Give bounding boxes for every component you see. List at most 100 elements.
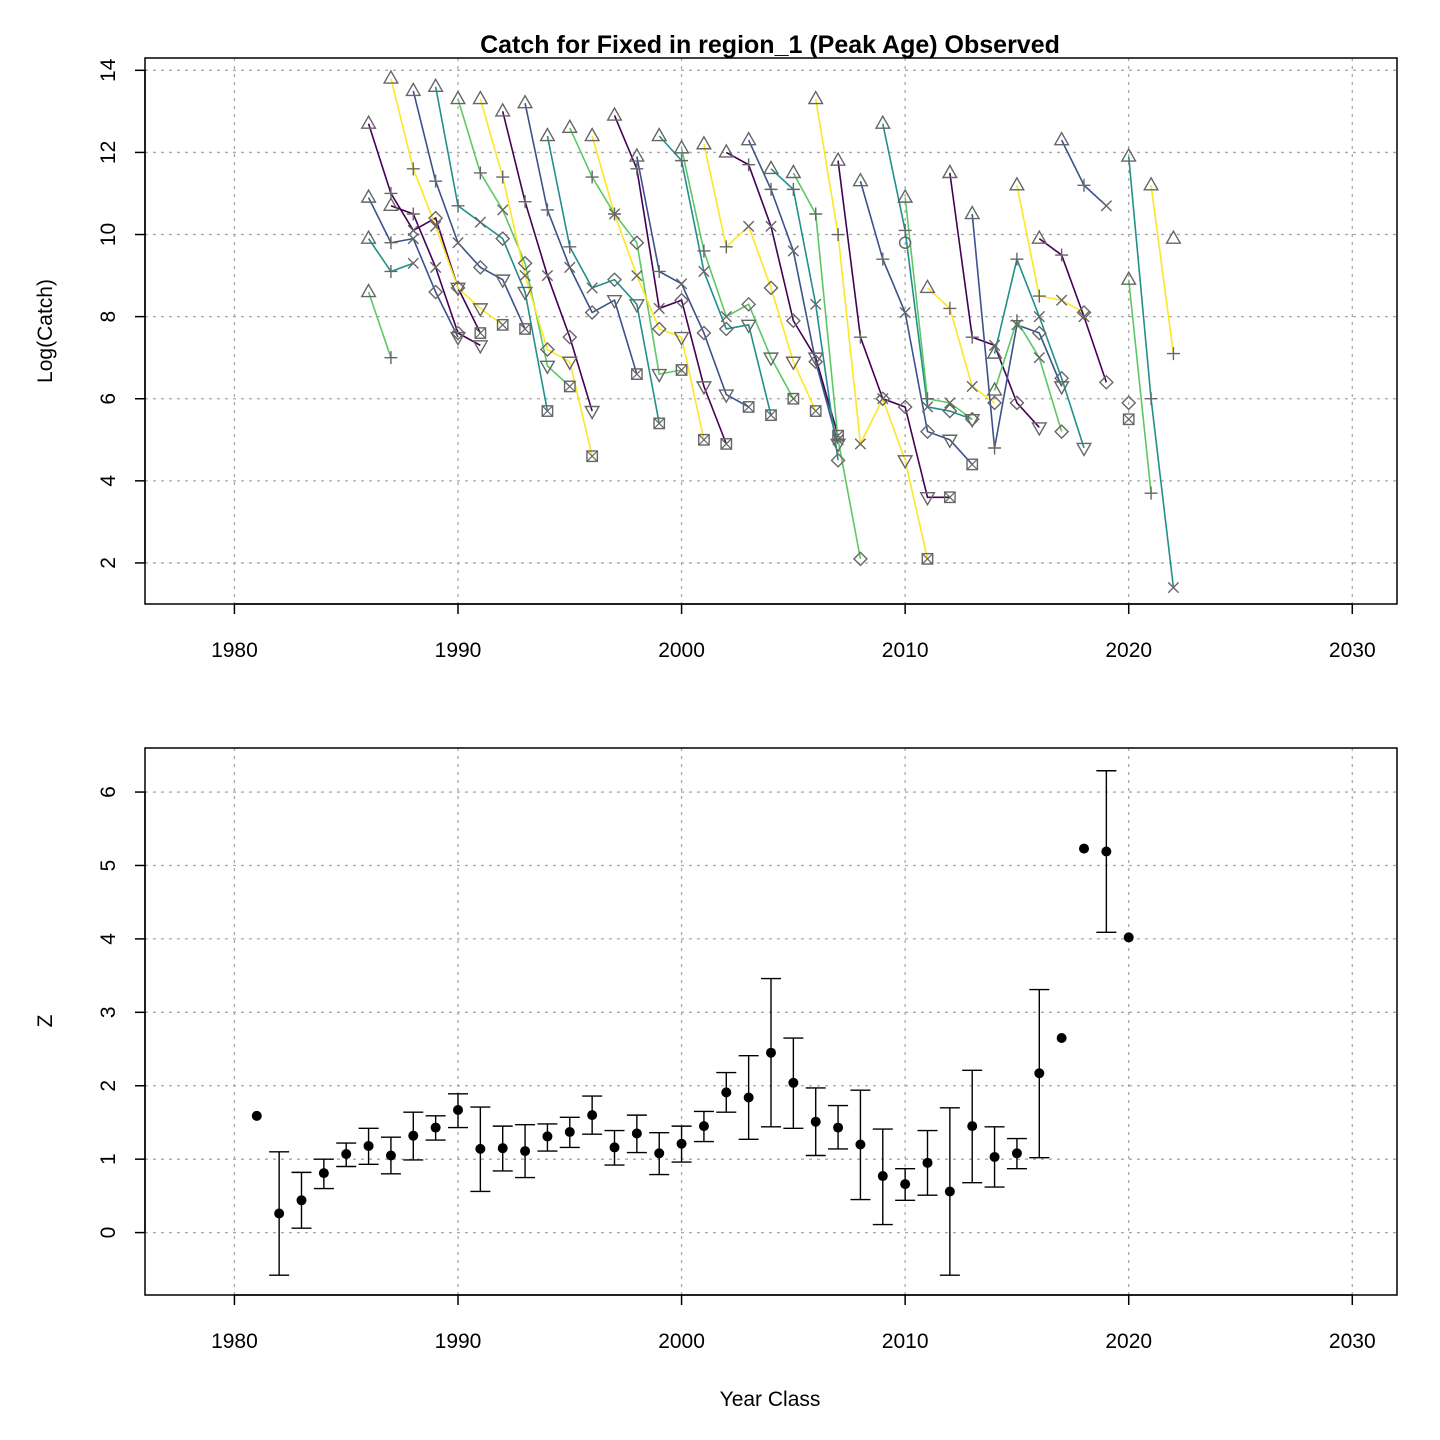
catch-point [384,351,398,365]
catch-point [853,330,867,344]
catch-point [696,325,712,341]
catch-point [919,279,936,294]
catch-point [1033,310,1045,323]
catch-point [630,162,644,176]
top-y-tick-label: 6 [97,393,120,405]
bottom-x-axis: 1980 1990 2000 2010 2020 2030 [211,1294,1376,1353]
catch-point [787,392,800,405]
catch-point [1031,229,1048,244]
z-point [1079,843,1089,854]
catch-point [830,151,847,166]
catch-point [429,174,443,188]
catch-point [382,196,399,212]
bottom-y-tick-label: 2 [97,1080,120,1092]
z-point [788,1077,799,1088]
z-point [676,1138,687,1149]
bottom-y-axis-label: Z [34,1014,57,1027]
z-point [631,1128,642,1139]
catch-point [561,118,578,134]
catch-point [941,164,958,179]
z-point [1056,1033,1067,1044]
catch-point [1010,314,1024,328]
catch-point [1121,395,1137,411]
catch-point [787,245,800,257]
top-y-axis-label: Log(Catch) [34,279,57,383]
catch-point [673,331,690,347]
catch-point [651,368,668,383]
catch-point [1098,374,1114,390]
catch-point [586,450,599,463]
catch-point [697,244,711,258]
catch-series-line [770,168,839,461]
catch-series-line [367,291,392,358]
catch-point [539,127,556,142]
catch-point [899,306,911,319]
catch-point [1078,310,1090,323]
catch-point [606,106,623,121]
catch-point [630,368,643,381]
bottom-y-tick-label: 1 [97,1153,120,1165]
catch-point [765,220,777,233]
catch-point [519,269,531,282]
catch-point [941,434,958,449]
catch-series-line [837,160,950,499]
catch-point [584,127,601,142]
z-point [363,1140,374,1151]
bottom-error-bars [269,770,1117,1276]
catch-point [360,114,377,129]
catch-series-line [904,197,973,420]
z-point [743,1092,754,1103]
z-point [475,1143,486,1154]
catch-point [1054,370,1070,386]
z-point [721,1087,732,1098]
catch-point [584,305,600,321]
catch-point [586,282,598,294]
z-point [944,1186,955,1197]
catch-point [607,272,622,288]
catch-point [785,313,801,329]
top-y-axis: 2 4 6 8 10 12 14 [97,58,146,569]
bottom-x-tick-label: 2030 [1329,1330,1376,1353]
catch-point [1122,413,1135,426]
catch-point [360,188,377,203]
catch-point [652,264,666,278]
catch-point [742,158,756,172]
z-point [877,1171,888,1182]
catch-point [496,318,509,331]
z-point [698,1121,709,1132]
catch-point [809,207,823,221]
catch-point [1032,289,1046,303]
catch-point [473,166,487,180]
catch-point [921,392,934,406]
catch-point [720,310,732,323]
catch-point [450,280,466,296]
catch-point [494,274,511,289]
z-point [251,1110,262,1121]
catch-point [541,269,554,282]
catch-point [1010,252,1024,266]
catch-point [1031,422,1048,437]
catch-series-line [725,151,839,436]
catch-point [628,299,645,314]
catch-point [1033,351,1045,364]
catch-point [427,77,444,92]
catch-point [1031,325,1047,341]
z-point [900,1179,911,1190]
z-point [430,1122,441,1133]
catch-point [807,90,824,105]
catch-point [898,236,912,249]
catch-series-line [993,256,1085,449]
catch-point [944,397,956,409]
bottom-x-tick-label: 2010 [882,1330,929,1353]
catch-series-line [658,135,772,416]
catch-point [674,292,690,308]
catch-point [449,282,467,297]
catch-point [1143,176,1160,191]
catch-point [1076,305,1092,321]
bottom-y-tick-label: 0 [97,1227,120,1239]
top-y-tick-label: 12 [97,141,120,164]
catch-point [653,302,665,315]
catch-point [740,131,757,146]
z-point [922,1157,933,1168]
catch-point [452,237,464,249]
